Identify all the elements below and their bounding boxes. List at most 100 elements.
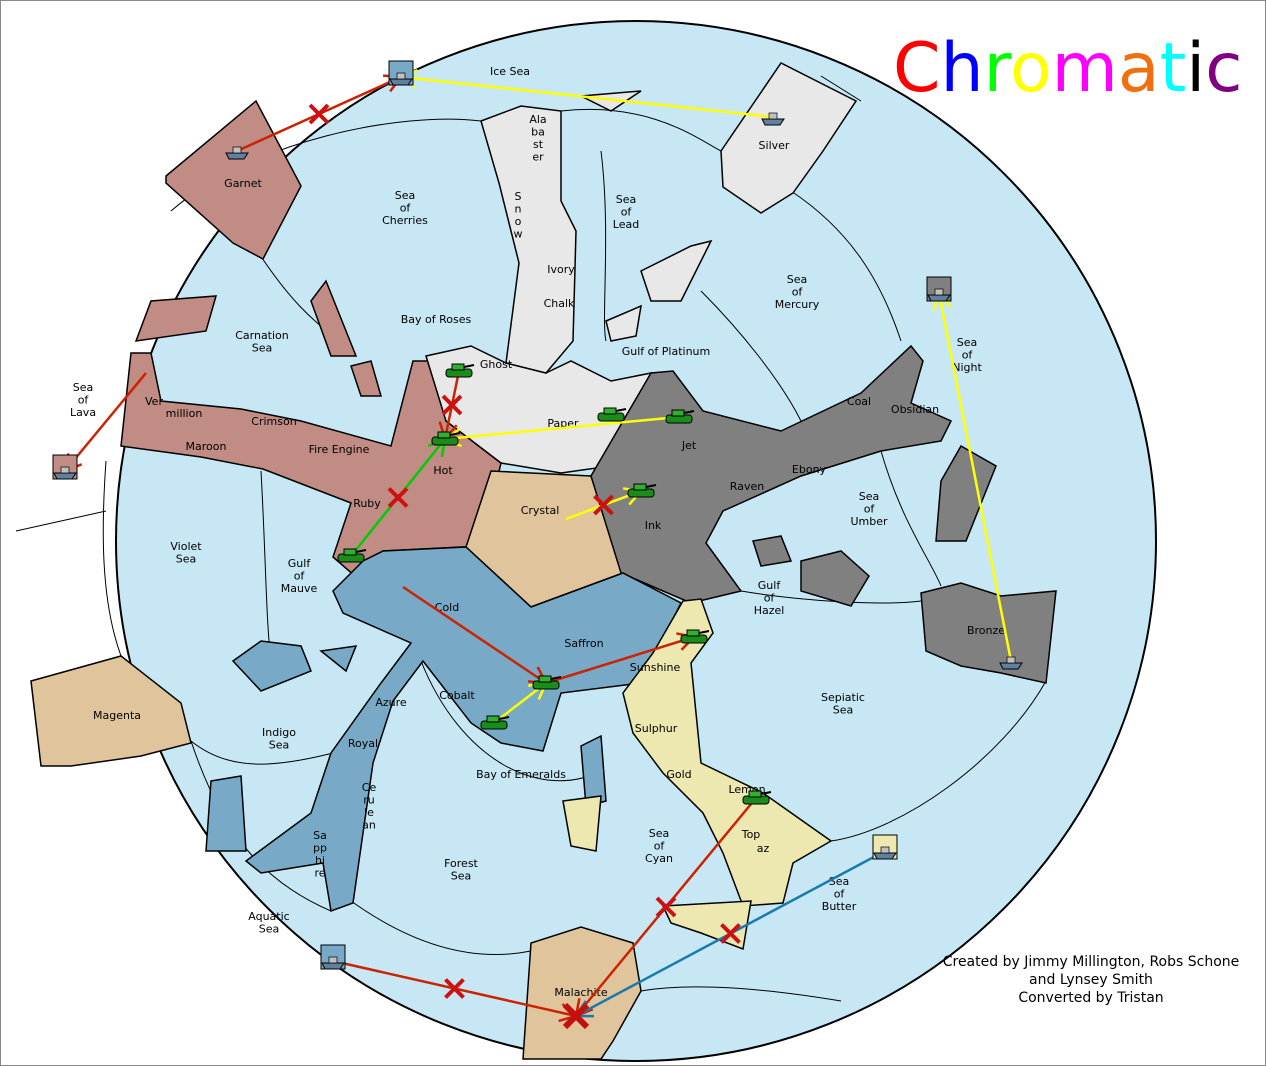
failed-order-icon xyxy=(655,896,677,918)
province-label: Bay of Roses xyxy=(401,313,472,326)
army-unit[interactable] xyxy=(680,629,710,644)
province-label-line: Hazel xyxy=(754,604,785,617)
credits: Created by Jimmy Millington, Robs Schone… xyxy=(921,953,1261,1007)
tank-barrel xyxy=(355,549,367,553)
land-region[interactable] xyxy=(752,535,793,567)
land-region[interactable] xyxy=(205,775,247,852)
province-label-line: of xyxy=(834,888,846,901)
tank-barrel xyxy=(449,432,461,436)
land-region[interactable] xyxy=(622,598,833,907)
province-label-line: Gulf xyxy=(758,579,782,592)
ship-bridge xyxy=(232,146,242,154)
province-label: Indigo Sea xyxy=(262,726,296,752)
army-unit[interactable] xyxy=(665,409,695,424)
province-label: Aquatic Sea xyxy=(248,910,289,936)
province-label: Sunshine xyxy=(630,661,681,674)
province-label: Gulf of Platinum xyxy=(622,345,710,358)
land-region[interactable] xyxy=(562,795,602,852)
province-label-line: of xyxy=(400,202,412,215)
province-label-line: Ruby xyxy=(353,497,381,510)
fleet-unit[interactable] xyxy=(52,454,78,480)
province-label: Sulphur xyxy=(635,722,678,735)
land-region[interactable] xyxy=(605,304,642,342)
army-unit[interactable] xyxy=(627,483,657,498)
fleet-unit[interactable] xyxy=(999,656,1023,670)
ship-bridge xyxy=(934,288,944,296)
army-unit[interactable] xyxy=(532,675,562,690)
fleet-unit[interactable] xyxy=(320,944,346,970)
land-region[interactable] xyxy=(640,239,713,302)
land-region[interactable] xyxy=(480,105,577,374)
tank-barrel xyxy=(550,676,562,680)
land-region[interactable] xyxy=(425,345,653,474)
land-region[interactable] xyxy=(350,360,382,397)
failed-order-icon xyxy=(387,487,409,508)
province-label-line: Fire Engine xyxy=(309,443,370,456)
province-label: Azure xyxy=(375,696,407,709)
land-region[interactable] xyxy=(720,62,858,214)
province-label-line: Gulf xyxy=(288,557,312,570)
army-unit[interactable] xyxy=(480,715,510,730)
province-label-line: Sulphur xyxy=(635,722,678,735)
province-label: Cold xyxy=(435,601,459,614)
failed-order-icon xyxy=(720,923,741,944)
province-label-line: Crimson xyxy=(251,415,296,428)
army-unit[interactable] xyxy=(742,790,772,805)
fleet-unit[interactable] xyxy=(872,834,898,860)
land-region[interactable] xyxy=(244,546,683,913)
province-label-line: Sea xyxy=(616,193,637,206)
ship-icon xyxy=(761,118,785,126)
land-region[interactable] xyxy=(134,295,218,342)
province-label: Bay of Emeralds xyxy=(476,768,566,781)
fleet-unit[interactable] xyxy=(926,276,952,302)
fleet-unit[interactable] xyxy=(225,146,249,160)
land-region[interactable] xyxy=(30,655,192,767)
fleet-unit[interactable] xyxy=(761,112,785,126)
province-label-line: o xyxy=(515,215,522,228)
land-region[interactable] xyxy=(800,550,870,607)
fleet-unit[interactable] xyxy=(388,60,414,86)
province-label: Fire Engine xyxy=(309,443,370,456)
province-label-line: of xyxy=(621,206,633,219)
province-label-line: Cherries xyxy=(382,214,428,227)
province-label: Crystal xyxy=(521,504,560,517)
army-unit[interactable] xyxy=(445,363,475,378)
province-label: Malachite xyxy=(554,986,607,999)
province-label-line: Chalk xyxy=(544,297,575,310)
province-label: Magenta xyxy=(93,709,141,722)
land-region[interactable] xyxy=(231,640,312,692)
title-letter: m xyxy=(1051,29,1118,108)
tank-barrel xyxy=(698,630,710,634)
tank-turret xyxy=(603,407,617,415)
ship-bridge xyxy=(60,466,70,474)
credits-line: Converted by Tristan xyxy=(1018,990,1164,1006)
land-region[interactable] xyxy=(522,926,642,1060)
province-label-line: Sa xyxy=(313,829,327,842)
province-label-line: of xyxy=(864,503,876,516)
province-label-line: of xyxy=(294,570,306,583)
land-region[interactable] xyxy=(319,645,358,673)
province-label-line: Sea xyxy=(176,553,197,566)
tank-barrel xyxy=(615,408,627,412)
title-letter: c xyxy=(1205,29,1243,108)
province-label: Sea of Butter xyxy=(822,875,857,913)
land-region[interactable] xyxy=(310,279,358,357)
province-label: Royal xyxy=(348,737,378,750)
land-region[interactable] xyxy=(920,582,1057,684)
province-label-line: Sea xyxy=(859,490,880,503)
tank-turret xyxy=(343,548,357,556)
army-unit[interactable] xyxy=(337,548,367,563)
province-label-line: Ebony xyxy=(792,463,827,476)
province-label-line: Gold xyxy=(666,768,691,781)
province-label-line: Sea xyxy=(395,189,416,202)
land-region[interactable] xyxy=(165,99,302,261)
tank-barrel xyxy=(760,791,772,795)
land-region[interactable] xyxy=(580,734,607,807)
army-unit[interactable] xyxy=(597,407,627,422)
province-label-line: of xyxy=(78,394,90,407)
army-unit[interactable] xyxy=(431,431,461,446)
province-label-line: Cobalt xyxy=(439,689,475,702)
province-label: Sea of Cherries xyxy=(382,189,428,227)
